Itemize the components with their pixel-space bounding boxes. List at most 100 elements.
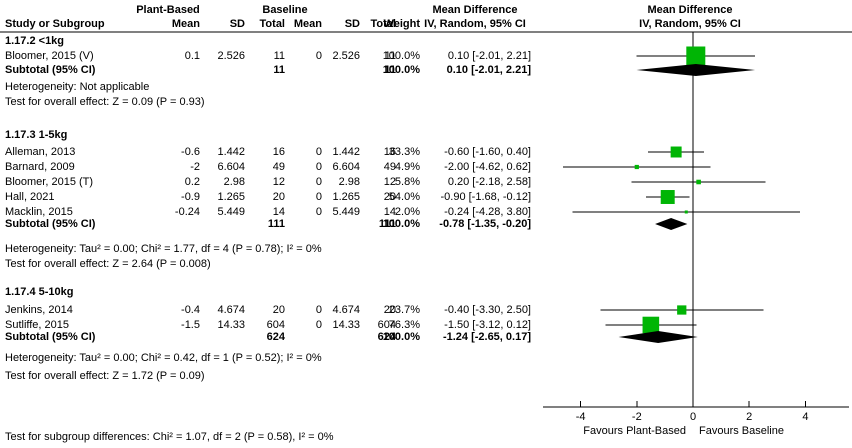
study-pb_mean: -0.24 [174,206,200,218]
study-bl_total: 12 [383,176,396,188]
study-bl_total: 14 [383,206,396,218]
study-bl_total: 604 [377,319,396,331]
study-bl_total: 11 [384,50,396,62]
study-ci_text: -1.50 [-3.12, 0.12] [444,319,531,331]
study-pb_mean: -0.9 [181,191,200,203]
study-label: Barnard, 2009 [5,161,75,173]
study-weight: 54.0% [388,191,420,203]
study-bl_sd: 2.526 [332,50,360,62]
study-weight: 4.9% [394,161,420,173]
subtotal-pb_total: 111 [267,218,285,230]
subgroup-title: 1.17.2 <1kg [5,35,65,47]
study-weight: 33.3% [388,146,420,158]
column-group-baseline: Baseline [262,4,308,16]
column-header-sd: SD [344,18,360,30]
study-weight: 100.0% [382,50,420,62]
study-bl_mean: 0 [315,146,322,158]
study-pb_mean: -0.6 [181,146,200,158]
study-pb_mean: 0.1 [184,50,200,62]
study-bl_sd: 1.265 [332,191,360,203]
study-bl_total: 20 [383,191,396,203]
study-label: Hall, 2021 [5,191,55,203]
subtotal-pb_total: 11 [273,64,285,76]
study-bl_sd: 6.604 [332,161,360,173]
study-bl_mean: 0 [315,161,322,173]
column-group-plant-based: Plant-Based [136,4,200,16]
study-pb_total: 49 [272,161,285,173]
study-bl_total: 20 [383,304,396,316]
study-pb_total: 14 [272,206,285,218]
axis-tick-label: -2 [631,411,642,423]
plot-method: IV, Random, 95% CI [639,18,741,30]
study-ci_text: -2.00 [-4.62, 0.62] [444,161,531,173]
study-pb_mean: -0.4 [181,304,200,316]
study-label: Sutliffe, 2015 [5,319,70,331]
column-header-total: Total [259,18,285,30]
heterogeneity-text: Heterogeneity: Tau² = 0.00; Chi² = 1.77,… [5,243,322,255]
column-header-sd: SD [229,18,245,30]
study-bl_mean: 0 [315,176,322,188]
overall-effect-text: Test for overall effect: Z = 2.64 (P = 0… [5,258,211,270]
column-header-mean: Mean [171,18,200,30]
study-bl_mean: 0 [315,304,322,316]
axis-label-favours-right: Favours Baseline [699,425,784,437]
axis-tick-label: 2 [746,411,753,423]
study-bl_mean: 0 [315,319,322,331]
study-bl_mean: 0 [315,50,322,62]
study-pb_mean: -1.5 [181,319,200,331]
axis-label-favours-left: Favours Plant-Based [583,425,686,437]
study-ci_text: 0.20 [-2.18, 2.58] [447,176,531,188]
study-pb_total: 604 [266,319,285,331]
study-label: Alleman, 2013 [5,146,76,158]
heterogeneity-text: Heterogeneity: Tau² = 0.00; Chi² = 0.42,… [5,352,322,364]
subgroup-title: 1.17.3 1-5kg [5,129,68,141]
study-ci_text: -0.24 [-4.28, 3.80] [444,206,531,218]
axis-tick-label: 4 [802,411,809,423]
column-header-total: Total [370,18,396,30]
subtotal-label: Subtotal (95% CI) [5,218,96,230]
study-pb_sd: 4.674 [217,304,245,316]
study-pb_total: 16 [272,146,285,158]
subtotal-weight: 100.0% [382,218,420,230]
subtotal-bl_total: 111 [378,218,396,230]
study-bl_sd: 14.33 [332,319,360,331]
study-ci_text: -0.90 [-1.68, -0.12] [440,191,532,203]
axis-tick-label: -4 [575,411,586,423]
study-pb_sd: 2.98 [223,176,245,188]
study-label: Bloomer, 2015 (V) [5,50,94,62]
study-label: Jenkins, 2014 [5,304,73,316]
study-ci_text: -0.40 [-3.30, 2.50] [444,304,531,316]
subtotal-ci_text: 0.10 [-2.01, 2.21] [446,64,531,76]
axis-tick-label: 0 [689,411,697,423]
subtotal-label: Subtotal (95% CI) [5,64,96,76]
study-bl_total: 49 [383,161,396,173]
subtotal-pb_total: 624 [266,331,285,343]
plot-title: Mean Difference [647,4,733,16]
study-pb_sd: 1.265 [217,191,245,203]
subtotal-label: Subtotal (95% CI) [5,331,96,343]
study-bl_sd: 1.442 [332,146,360,158]
study-weight: 76.3% [388,319,420,331]
study-weight: 2.0% [394,206,420,218]
heterogeneity-text: Heterogeneity: Not applicable [5,81,150,93]
subtotal-ci_text: -0.78 [-1.35, -0.20] [439,218,531,230]
study-bl_mean: 0 [315,191,322,203]
study-bl_mean: 0 [315,206,322,218]
mean-difference-column-method: IV, Random, 95% CI [424,18,526,30]
subgroup-title: 1.17.4 5-10kg [5,286,74,298]
column-header-mean: Mean [293,18,322,30]
subtotal-bl_total: 624 [377,331,396,343]
mean-difference-column-title: Mean Difference [432,4,518,16]
column-header-study: Study or Subgroup [5,18,105,30]
study-bl_sd: 5.449 [332,206,360,218]
study-pb_sd: 14.33 [217,319,245,331]
study-label: Bloomer, 2015 (T) [5,176,94,188]
study-ci_text: -0.60 [-1.60, 0.40] [444,146,531,158]
study-pb_total: 20 [272,304,285,316]
study-pb_sd: 6.604 [217,161,245,173]
study-pb_mean: -2 [190,161,200,173]
subtotal-weight: 100.0% [382,64,420,76]
column-header-weight: Weight [383,18,420,30]
subtotal-ci_text: -1.24 [-2.65, 0.17] [442,331,531,343]
study-pb_total: 11 [273,50,285,62]
